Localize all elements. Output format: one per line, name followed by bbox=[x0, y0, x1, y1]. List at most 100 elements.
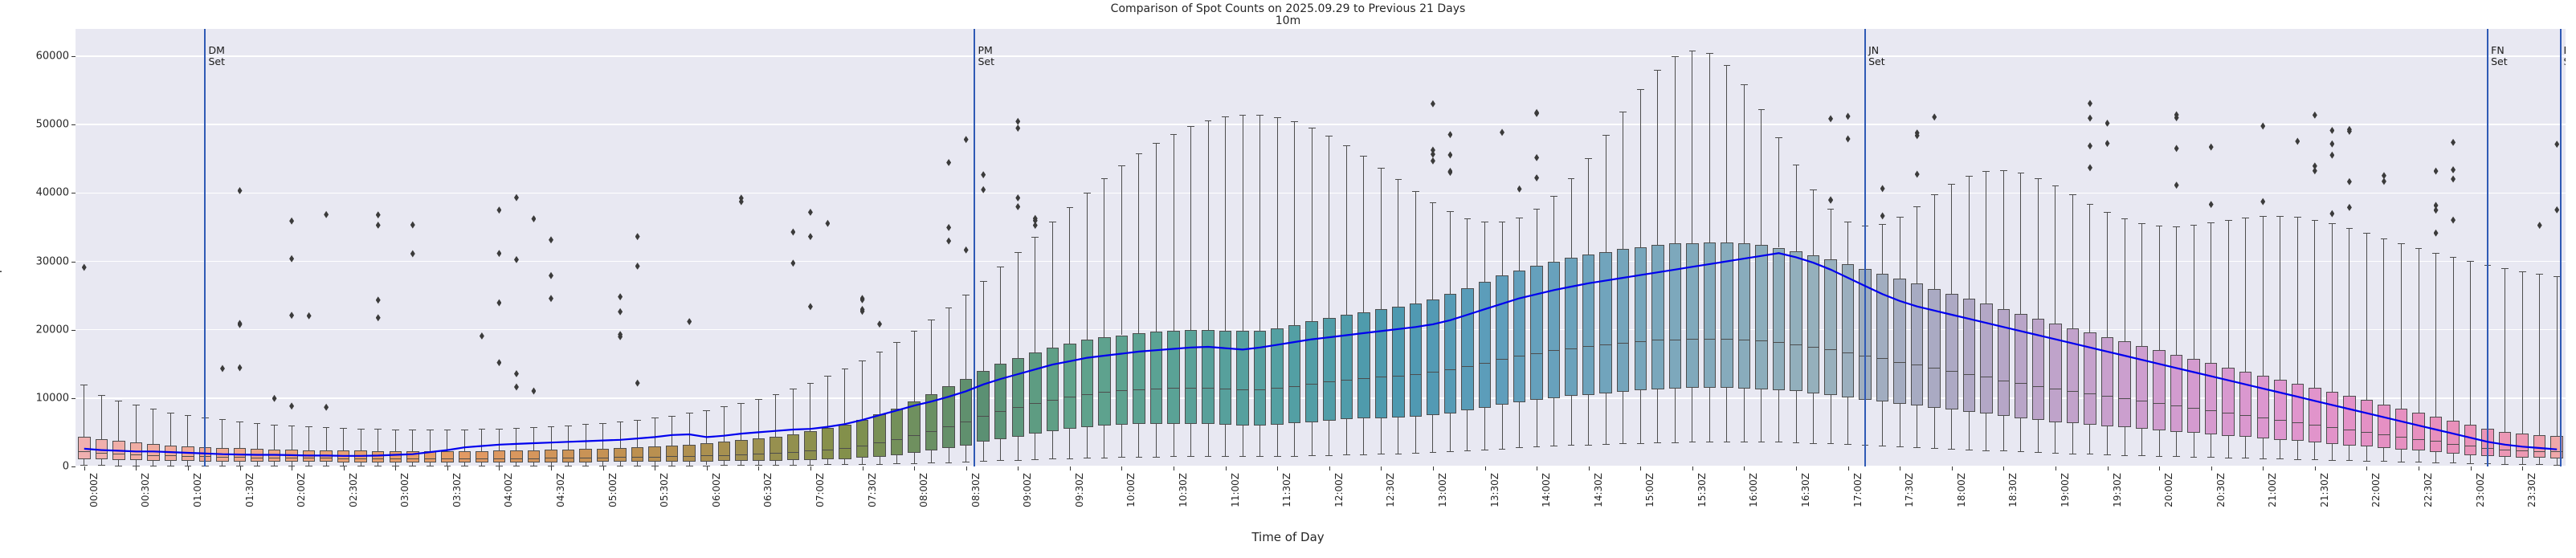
median-line bbox=[423, 458, 437, 459]
median-line bbox=[1271, 388, 1284, 389]
x-tick-label: 00:30Z bbox=[140, 473, 152, 507]
median-line bbox=[804, 450, 817, 452]
outlier-marker bbox=[2381, 172, 2386, 180]
box bbox=[2015, 314, 2027, 418]
whisker-cap bbox=[1792, 442, 1800, 443]
box bbox=[1790, 250, 1802, 392]
x-tick-label: 11:30Z bbox=[1281, 473, 1293, 507]
x-tick-mark bbox=[810, 466, 811, 470]
whisker-cap bbox=[634, 419, 641, 421]
whisker bbox=[775, 393, 777, 437]
box bbox=[1323, 318, 1336, 421]
whisker-cap bbox=[2467, 261, 2474, 263]
whisker bbox=[1069, 429, 1071, 458]
whisker bbox=[239, 421, 240, 449]
whisker bbox=[2331, 443, 2333, 460]
whisker-cap bbox=[1360, 454, 1368, 455]
whisker bbox=[2539, 273, 2541, 435]
x-tick-label: 05:30Z bbox=[659, 473, 671, 507]
y-tick-label: 20000 bbox=[35, 324, 69, 336]
whisker bbox=[965, 445, 967, 462]
box bbox=[770, 436, 782, 461]
median-line bbox=[2204, 410, 2218, 412]
whisker bbox=[1259, 114, 1261, 331]
whisker-cap bbox=[1187, 456, 1194, 458]
box bbox=[925, 393, 938, 451]
box bbox=[510, 450, 523, 462]
box bbox=[821, 428, 835, 460]
outlier-marker bbox=[2433, 206, 2439, 214]
whisker bbox=[1345, 419, 1347, 455]
median-line bbox=[1029, 402, 1042, 404]
median-line bbox=[1357, 378, 1370, 380]
whisker-cap bbox=[1654, 442, 1662, 444]
whisker bbox=[2556, 276, 2558, 436]
median-line bbox=[510, 458, 523, 459]
whisker bbox=[2470, 261, 2472, 426]
whisker bbox=[2452, 257, 2454, 421]
box bbox=[665, 446, 679, 462]
whisker-cap bbox=[1636, 89, 1644, 91]
whisker-cap bbox=[2035, 177, 2042, 179]
median-line bbox=[839, 447, 851, 449]
median-line bbox=[1703, 338, 1717, 340]
x-tick-label: 06:00Z bbox=[710, 473, 722, 507]
x-tick-mark bbox=[187, 466, 189, 470]
whisker-cap bbox=[2363, 233, 2370, 234]
whisker-cap bbox=[1757, 108, 1766, 110]
whisker bbox=[2072, 423, 2073, 454]
box bbox=[1876, 273, 1889, 402]
whisker-cap bbox=[1671, 442, 1679, 443]
outlier-marker bbox=[2208, 201, 2214, 209]
whisker bbox=[896, 341, 898, 409]
whisker bbox=[308, 462, 310, 466]
whisker bbox=[343, 462, 345, 466]
median-line bbox=[1721, 338, 1733, 340]
whisker-cap bbox=[1222, 116, 1229, 118]
y-tick-mark bbox=[71, 261, 76, 263]
whisker bbox=[550, 426, 552, 450]
whisker-cap bbox=[1273, 456, 1281, 458]
chart-subtitle: 10m bbox=[1275, 14, 1301, 27]
whisker bbox=[1657, 389, 1659, 443]
whisker-cap bbox=[2293, 458, 2301, 460]
whisker bbox=[792, 388, 794, 434]
event-label: PM Set bbox=[978, 44, 994, 67]
whisker bbox=[1708, 53, 1710, 242]
whisker-cap bbox=[876, 463, 884, 465]
median-line bbox=[2360, 431, 2374, 433]
whisker bbox=[1743, 388, 1745, 442]
x-tick-label: 03:30Z bbox=[451, 473, 463, 507]
x-tick-mark bbox=[2107, 466, 2109, 470]
box bbox=[1063, 343, 1076, 430]
outlier-marker bbox=[807, 208, 813, 216]
box bbox=[1288, 324, 1301, 424]
box bbox=[1616, 249, 1630, 393]
whisker bbox=[1138, 424, 1140, 457]
whisker-cap bbox=[1291, 120, 1299, 122]
whisker bbox=[1778, 136, 1779, 248]
whisker bbox=[394, 429, 396, 451]
whisker-cap bbox=[1273, 116, 1281, 118]
whisker bbox=[827, 459, 828, 465]
x-tick-label: 09:30Z bbox=[1073, 473, 1085, 507]
median-line bbox=[147, 454, 160, 456]
whisker bbox=[2089, 425, 2091, 454]
whisker bbox=[1276, 425, 1278, 457]
x-tick-label: 16:00Z bbox=[1748, 473, 1760, 507]
whisker-cap bbox=[2345, 227, 2354, 229]
box bbox=[354, 450, 367, 462]
whisker bbox=[723, 406, 725, 442]
whisker-cap bbox=[1153, 142, 1160, 144]
outlier-marker bbox=[2329, 140, 2335, 148]
whisker-cap bbox=[790, 464, 797, 466]
box bbox=[2291, 383, 2305, 442]
outlier-marker bbox=[531, 215, 537, 223]
median-line bbox=[337, 458, 350, 459]
whisker-cap bbox=[772, 465, 780, 466]
whisker-cap bbox=[1948, 448, 1956, 450]
whisker bbox=[1225, 116, 1227, 331]
whisker-cap bbox=[1031, 237, 1039, 238]
whisker-cap bbox=[979, 280, 987, 282]
whisker bbox=[1051, 222, 1053, 348]
